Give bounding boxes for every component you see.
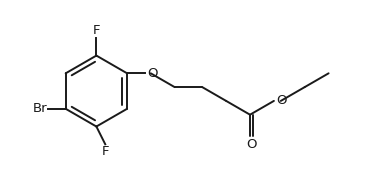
Text: Br: Br xyxy=(32,102,47,115)
Text: F: F xyxy=(102,145,109,158)
Text: O: O xyxy=(276,94,287,107)
Text: O: O xyxy=(246,138,257,151)
Text: O: O xyxy=(147,67,157,80)
Text: F: F xyxy=(93,24,100,37)
